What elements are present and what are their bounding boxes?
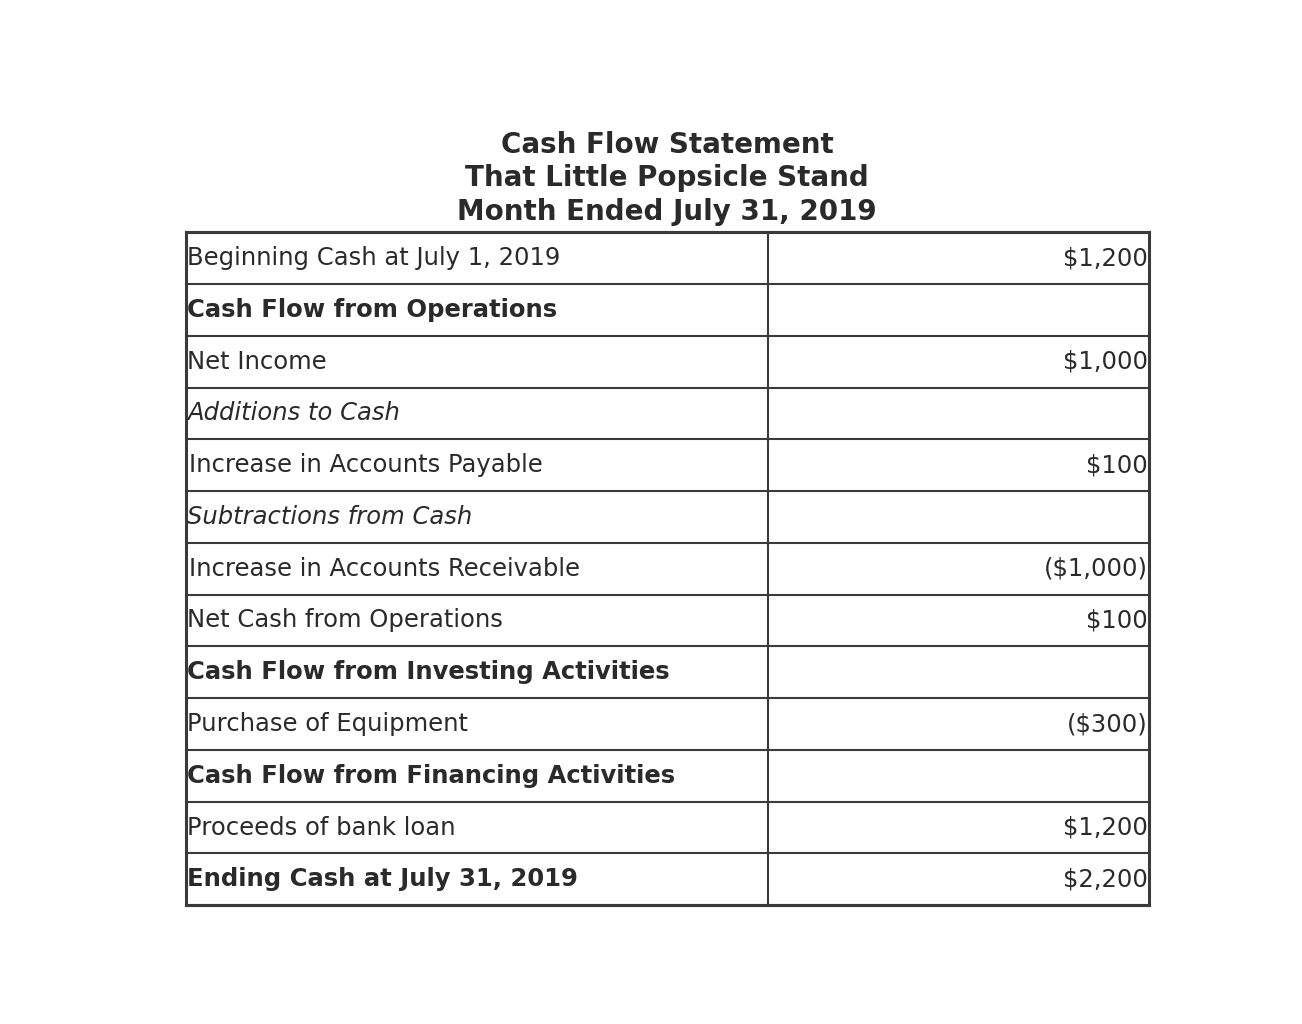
Text: $100: $100	[1086, 454, 1147, 477]
Text: Purchase of Equipment: Purchase of Equipment	[187, 712, 467, 736]
Text: Cash Flow from Investing Activities: Cash Flow from Investing Activities	[187, 660, 669, 684]
Text: Proceeds of bank loan: Proceeds of bank loan	[187, 815, 456, 840]
Text: Month Ended July 31, 2019: Month Ended July 31, 2019	[457, 199, 878, 226]
Text: $2,200: $2,200	[1062, 867, 1147, 891]
Text: ($1,000): ($1,000)	[1044, 557, 1147, 581]
Bar	[186, 232, 1148, 905]
Text: Net Income: Net Income	[187, 349, 327, 374]
Text: Beginning Cash at July 1, 2019: Beginning Cash at July 1, 2019	[187, 246, 560, 270]
Text: Ending Cash at July 31, 2019: Ending Cash at July 31, 2019	[187, 867, 578, 891]
Text: Increase in Accounts Receivable: Increase in Accounts Receivable	[189, 557, 581, 581]
Text: Net Cash from Operations: Net Cash from Operations	[187, 608, 503, 633]
Text: $1,200: $1,200	[1062, 246, 1147, 270]
Text: $1,200: $1,200	[1062, 815, 1147, 840]
Text: Cash Flow from Financing Activities: Cash Flow from Financing Activities	[187, 764, 674, 787]
Text: $1,000: $1,000	[1062, 349, 1147, 374]
Text: Cash Flow Statement: Cash Flow Statement	[501, 131, 833, 159]
Text: That Little Popsicle Stand: That Little Popsicle Stand	[465, 165, 870, 193]
Text: ($300): ($300)	[1066, 712, 1147, 736]
Bar	[186, 232, 1148, 905]
Text: Subtractions from Cash: Subtractions from Cash	[187, 505, 473, 529]
Text: Additions to Cash: Additions to Cash	[187, 401, 400, 425]
Text: $100: $100	[1086, 608, 1147, 633]
Text: Increase in Accounts Payable: Increase in Accounts Payable	[189, 454, 543, 477]
Text: Cash Flow from Operations: Cash Flow from Operations	[187, 298, 557, 322]
